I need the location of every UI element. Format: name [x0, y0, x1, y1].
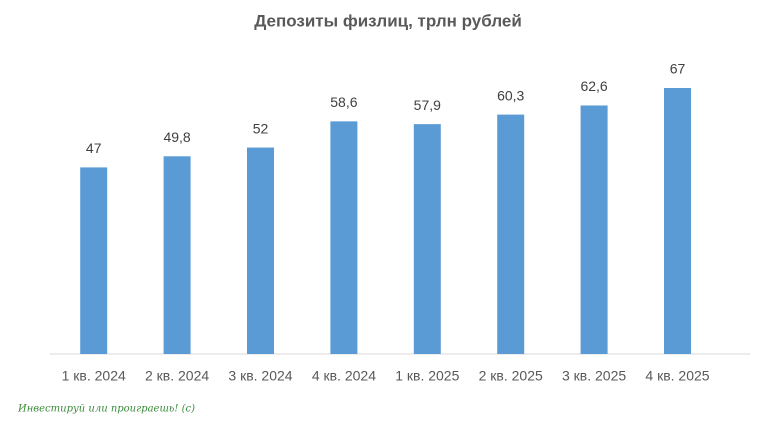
x-tick-label: 3 кв. 2024	[228, 368, 292, 384]
x-tick-label: 2 кв. 2025	[479, 368, 543, 384]
watermark: Инвестируй или проиграешь! (с)	[17, 404, 195, 415]
x-tick-label: 3 кв. 2025	[562, 368, 626, 384]
x-tick-label: 1 кв. 2024	[62, 368, 126, 384]
value-label: 62,6	[580, 78, 607, 94]
value-label: 67	[670, 61, 686, 77]
chart-title: Депозиты физлиц, трлн рублей	[254, 11, 522, 30]
x-tick-label: 4 кв. 2024	[312, 368, 376, 384]
bar	[163, 156, 191, 354]
bar	[580, 105, 608, 354]
bar	[664, 88, 691, 354]
bar	[330, 121, 358, 355]
value-label: 57,9	[414, 97, 441, 113]
value-label: 49,8	[163, 129, 190, 145]
bar	[247, 147, 274, 354]
value-label: 52	[253, 120, 269, 136]
x-tick-label: 1 кв. 2025	[395, 368, 459, 384]
value-label: 58,6	[330, 94, 357, 110]
x-tick-label: 4 кв. 2025	[645, 368, 709, 384]
value-label: 60,3	[497, 87, 524, 103]
value-label: 47	[86, 140, 102, 156]
bar	[413, 124, 441, 354]
x-tick-label: 2 кв. 2024	[145, 368, 209, 384]
bar	[80, 167, 108, 354]
bar	[497, 114, 525, 354]
